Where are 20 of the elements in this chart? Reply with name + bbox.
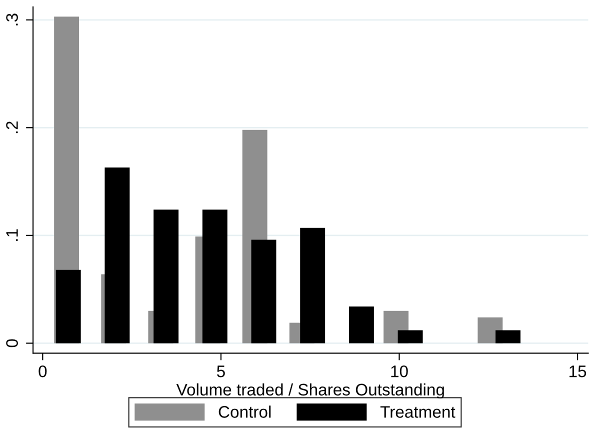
bar: [104, 168, 130, 344]
x-tick-label: 5: [216, 366, 225, 378]
y-tick-label: .3: [6, 14, 18, 26]
bar: [154, 210, 179, 344]
bar: [348, 306, 374, 344]
x-tick-label: 0: [38, 365, 47, 378]
legend-label: Treatment: [380, 406, 456, 418]
x-axis-title: Volume traded / Shares Outstanding: [176, 383, 444, 399]
bar: [300, 228, 326, 344]
y-tick-label: 0: [6, 339, 18, 348]
bar: [251, 240, 276, 344]
bar: [496, 330, 520, 344]
y-tick-label: .2: [6, 122, 18, 134]
x-tick-label: 15: [570, 366, 586, 378]
y-tick-label: .1: [6, 229, 18, 241]
bar: [398, 330, 423, 344]
x-tick-label: 10: [391, 365, 408, 378]
bar: [202, 210, 228, 344]
legend-label: Control: [218, 406, 271, 418]
bar: [56, 270, 81, 344]
